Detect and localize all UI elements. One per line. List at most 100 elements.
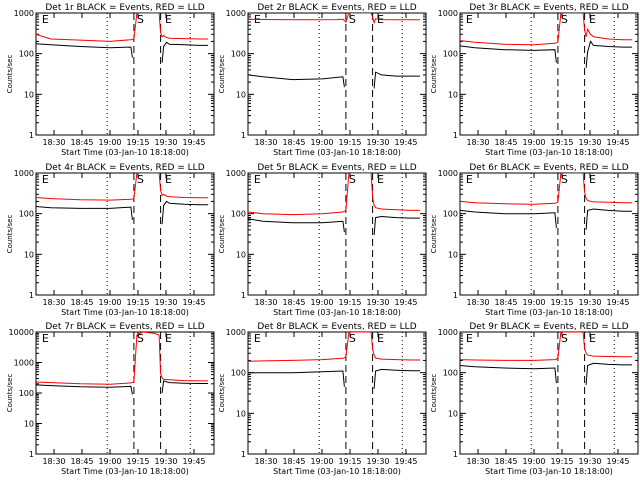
x-tick-label: 19:00 <box>98 138 121 147</box>
marker-label-e: E <box>254 173 261 186</box>
marker-label-s: S <box>561 173 568 186</box>
x-tick-label: 18:45 <box>494 457 517 466</box>
x-tick-label: 19:15 <box>550 457 573 466</box>
plot-frame <box>459 331 639 455</box>
x-axis-label: Start Time (03-Jan-10 18:18:00) <box>61 148 189 157</box>
plot-frame <box>247 172 427 296</box>
y-tick-label: 10 <box>448 409 458 418</box>
y-tick-label: 1 <box>453 450 458 459</box>
series-line-events <box>36 41 209 63</box>
chart-title: Det 5r BLACK = Events, RED = LLD <box>257 163 416 173</box>
x-tick-label: 18:30 <box>254 138 277 147</box>
y-tick-label: 1 <box>241 291 246 300</box>
series-line-lld <box>248 13 421 25</box>
y-axis-label: Counts/sec <box>218 374 226 413</box>
x-tick-label: 19:15 <box>126 457 149 466</box>
x-tick-label: 19:15 <box>338 138 361 147</box>
x-axis-label: Start Time (03-Jan-10 18:18:00) <box>485 148 613 157</box>
plot-frame <box>35 331 215 455</box>
y-tick-label: 10 <box>24 250 34 259</box>
y-tick-label: 1000 <box>226 169 246 178</box>
y-tick-label: 1 <box>241 131 246 140</box>
chart-panel-det-9r: Det 9r BLACK = Events, RED = LLD 1 10 100 10… <box>430 322 639 476</box>
x-tick-label: 19:30 <box>154 457 177 466</box>
marker-label-e: E <box>377 13 384 26</box>
x-tick-label: 19:00 <box>522 457 545 466</box>
y-tick-label: 100 <box>19 389 34 398</box>
x-axis-label: Start Time (03-Jan-10 18:18:00) <box>61 467 189 476</box>
x-tick-label: 19:00 <box>98 457 121 466</box>
marker-label-s: S <box>561 332 568 345</box>
y-tick-label: 100 <box>231 369 246 378</box>
chart-title: Det 1r BLACK = Events, RED = LLD <box>45 3 204 13</box>
plot-frame <box>459 12 639 136</box>
x-tick-label: 19:30 <box>366 457 389 466</box>
y-axis-label: Counts/sec <box>218 55 226 94</box>
y-tick-label: 1 <box>29 450 34 459</box>
marker-label-s: S <box>349 13 356 26</box>
x-tick-label: 19:30 <box>154 298 177 307</box>
series-line-events <box>36 380 209 395</box>
y-tick-label: 10000 <box>9 328 34 337</box>
chart-title: Det 2r BLACK = Events, RED = LLD <box>257 3 416 13</box>
y-axis-label: Counts/sec <box>218 215 226 254</box>
series-line-events <box>460 208 633 230</box>
series-line-events <box>248 71 421 89</box>
y-tick-label: 1 <box>453 131 458 140</box>
chart-title: Det 8r BLACK = Events, RED = LLD <box>257 322 416 332</box>
marker-label-s: S <box>137 173 144 186</box>
y-tick-label: 1000 <box>14 169 34 178</box>
marker-label-e: E <box>466 13 473 26</box>
marker-label-e: E <box>42 13 49 26</box>
y-axis-label: Counts/sec <box>430 215 438 254</box>
y-tick-label: 10 <box>236 90 246 99</box>
x-tick-label: 18:30 <box>42 138 65 147</box>
series-line-lld <box>248 173 421 216</box>
x-axis-label: Start Time (03-Jan-10 18:18:00) <box>273 148 401 157</box>
marker-label-e: E <box>466 332 473 345</box>
chart-title: Det 7r BLACK = Events, RED = LLD <box>45 322 204 332</box>
y-tick-label: 100 <box>19 210 34 219</box>
x-tick-label: 18:45 <box>494 138 517 147</box>
x-axis-label: Start Time (03-Jan-10 18:18:00) <box>273 467 401 476</box>
x-tick-label: 19:30 <box>154 138 177 147</box>
y-tick-label: 1000 <box>226 9 246 18</box>
y-axis-label: Counts/sec <box>430 55 438 94</box>
y-tick-label: 10 <box>448 90 458 99</box>
x-tick-label: 18:30 <box>466 457 489 466</box>
x-axis-label: Start Time (03-Jan-10 18:18:00) <box>485 308 613 317</box>
marker-label-e: E <box>165 173 172 186</box>
x-tick-label: 18:45 <box>70 138 93 147</box>
series-line-events <box>248 368 421 389</box>
x-tick-label: 18:45 <box>282 457 305 466</box>
x-tick-label: 18:30 <box>466 138 489 147</box>
y-tick-label: 1 <box>29 131 34 140</box>
x-tick-label: 19:00 <box>522 138 545 147</box>
y-tick-label: 10 <box>236 250 246 259</box>
series-line-lld <box>36 173 209 201</box>
chart-panel-det-8r: Det 8r BLACK = Events, RED = LLD 1 10 100 10… <box>218 322 427 476</box>
y-axis-label: Counts/sec <box>430 374 438 413</box>
x-axis-label: Start Time (03-Jan-10 18:18:00) <box>61 308 189 317</box>
marker-label-e: E <box>254 13 261 26</box>
y-axis-label: Counts/sec <box>6 215 14 254</box>
x-tick-label: 18:30 <box>42 457 65 466</box>
x-tick-label: 18:45 <box>494 298 517 307</box>
series-line-events <box>460 40 633 68</box>
x-axis-label: Start Time (03-Jan-10 18:18:00) <box>273 308 401 317</box>
plot-frame <box>459 172 639 296</box>
y-tick-label: 1000 <box>226 328 246 337</box>
y-tick-label: 1000 <box>438 169 458 178</box>
x-tick-label: 18:45 <box>70 298 93 307</box>
series-line-events <box>460 362 633 385</box>
y-tick-label: 10 <box>24 90 34 99</box>
x-tick-label: 19:15 <box>126 138 149 147</box>
x-tick-label: 18:30 <box>42 298 65 307</box>
y-tick-label: 1000 <box>14 359 34 368</box>
marker-label-s: S <box>561 13 568 26</box>
marker-label-s: S <box>137 13 144 26</box>
y-tick-label: 100 <box>443 369 458 378</box>
chart-panel-det-1r: Det 1r BLACK = Events, RED = LLD 1 10 100 10… <box>6 3 215 157</box>
series-line-events <box>248 215 421 235</box>
series-line-lld <box>36 332 209 385</box>
